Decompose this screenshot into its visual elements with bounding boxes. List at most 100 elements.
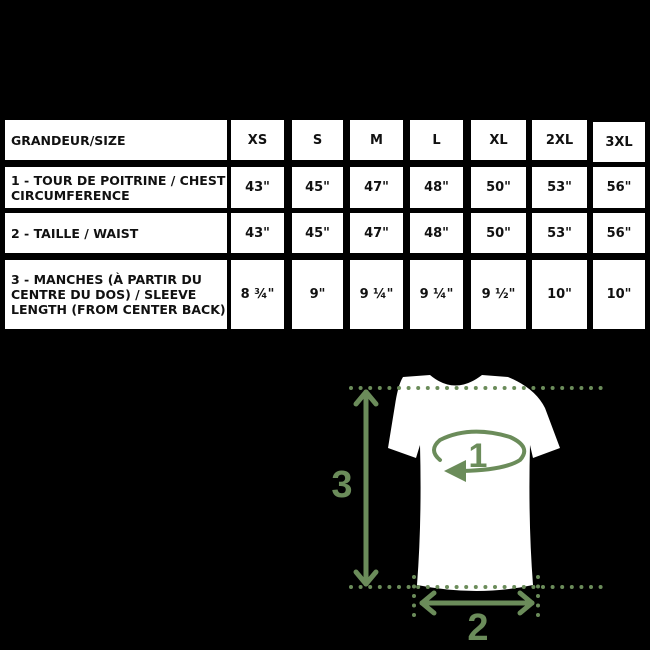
guide-dot (412, 613, 416, 617)
header-size-cell: XS (231, 120, 284, 160)
marker-2: 2 (467, 607, 488, 649)
cell-text: 43" (245, 180, 270, 195)
guide-dot (550, 386, 555, 390)
guide-dot (560, 386, 565, 390)
guide-dot (425, 585, 430, 589)
guide-dot (541, 585, 545, 589)
cell-text: 2 - TAILLE / WAIST (11, 225, 139, 241)
cell-text: 2XL (545, 132, 574, 148)
guide-dot (569, 386, 574, 390)
cell-text: 47" (364, 225, 389, 241)
guide-dot (406, 585, 411, 589)
value-cell: 48" (410, 167, 463, 208)
row-label-cell: 2 - TAILLE / WAIST (5, 213, 227, 253)
header-size-cell: L (410, 120, 463, 160)
value-cell: 9 ½" (471, 260, 526, 329)
guide-dot (493, 585, 497, 589)
guide-dot (425, 386, 430, 390)
dotted-guides (349, 386, 603, 617)
guide-dot (536, 575, 540, 579)
guide-dot (502, 386, 507, 390)
guide-dot (387, 386, 392, 390)
guide-dot (358, 386, 363, 390)
guide-dot (349, 585, 353, 589)
value-cell: 50" (471, 213, 526, 253)
guide-dot (397, 585, 401, 589)
value-cell: 53" (532, 213, 587, 253)
guide-dot (536, 603, 540, 608)
cell-text: 45" (305, 225, 330, 241)
guide-dot (435, 386, 440, 390)
guide-dot (412, 575, 416, 579)
header-size-cell: 2XL (532, 120, 587, 160)
cell-text: 50" (486, 180, 511, 195)
value-cell: 56" (593, 213, 645, 253)
value-cell: 47" (350, 167, 403, 208)
cell-text: 10" (606, 287, 632, 302)
cell-text: 1 - TOUR DE POITRINE / CHEST CIRCUMFEREN… (11, 172, 226, 203)
value-cell: 47" (350, 213, 403, 253)
value-cell: 10" (593, 260, 645, 329)
guide-dot (579, 386, 584, 390)
guide-dot (531, 386, 536, 390)
marker-1: 1 (469, 437, 488, 475)
guide-dot (416, 386, 421, 390)
guide-dot (377, 386, 382, 390)
cell-text: L (432, 132, 441, 148)
guide-dot (502, 585, 507, 589)
waist-arrow-head-right (517, 590, 535, 616)
marker-3: 3 (331, 464, 352, 506)
value-cell: 43" (231, 167, 284, 208)
row-label-cell: 1 - TOUR DE POITRINE / CHEST CIRCUMFEREN… (5, 167, 227, 208)
cell-text: 53" (547, 180, 572, 195)
height-arrow-head-top (353, 389, 379, 407)
guide-dot (358, 585, 363, 589)
guide-dot (464, 585, 469, 589)
guide-dot (416, 585, 421, 589)
cell-text: 9 ¼" (419, 287, 454, 302)
guide-dot (536, 584, 540, 589)
cell-text: 9 ¼" (359, 287, 394, 302)
cell-text: 48" (424, 180, 449, 195)
value-cell: 56" (593, 167, 645, 208)
guide-dot (412, 594, 416, 598)
cell-text: 48" (424, 225, 449, 241)
height-arrow-head-bottom (353, 569, 379, 587)
cell-text: 3 - MANCHES (À PARTIR DU CENTRE DU DOS) … (11, 272, 226, 317)
guide-dot (412, 584, 416, 589)
guide-dot (521, 386, 526, 390)
value-cell: 10" (532, 260, 587, 329)
guide-dot (536, 594, 540, 598)
guide-dot (445, 386, 449, 390)
guide-dot (598, 585, 603, 589)
cell-text: 3XL (605, 134, 633, 150)
guide-dot (445, 585, 449, 589)
guide-dot (454, 386, 459, 390)
guide-dot (589, 585, 593, 589)
cell-text: 53" (547, 225, 572, 241)
cell-text: 9 ½" (481, 287, 516, 302)
cell-text: 50" (486, 225, 511, 241)
guide-dot (598, 386, 603, 390)
header-size-cell: XL (471, 120, 526, 160)
guide-dot (550, 585, 555, 589)
cell-text: M (370, 132, 383, 148)
chest-arrow-head (444, 460, 466, 482)
cell-text: 10" (547, 287, 572, 302)
guide-dot (464, 386, 469, 390)
guide-dot (473, 585, 478, 589)
guide-dot (512, 585, 517, 589)
cell-text: 8 ¾" (240, 287, 275, 302)
value-cell: 43" (231, 213, 284, 253)
guide-dot (483, 585, 488, 589)
row-label-cell: 3 - MANCHES (À PARTIR DU CENTRE DU DOS) … (5, 260, 227, 329)
guide-dot (406, 386, 411, 390)
guide-dot (531, 585, 536, 589)
guide-dot (536, 613, 540, 617)
guide-dot (473, 386, 478, 390)
value-cell: 9" (292, 260, 343, 329)
guide-dot (368, 386, 373, 390)
value-cell: 48" (410, 213, 463, 253)
header-size-cell: S (292, 120, 343, 160)
